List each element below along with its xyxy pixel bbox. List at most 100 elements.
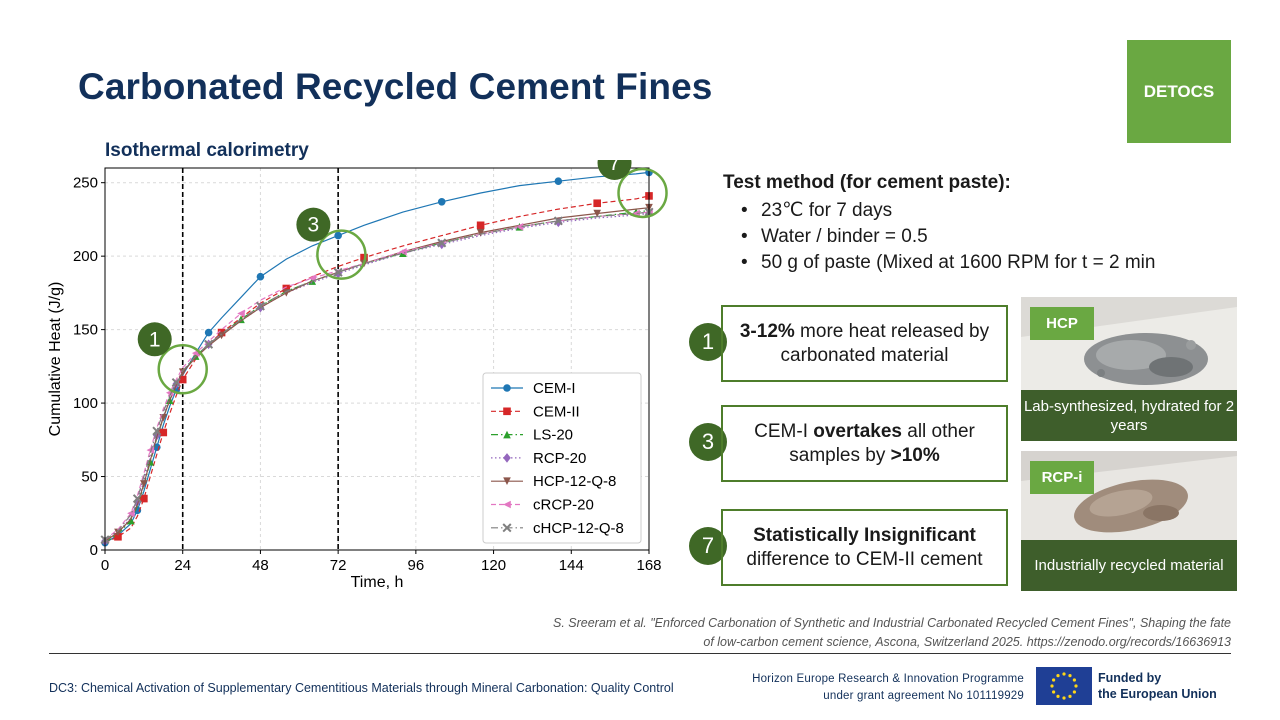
citation-line: of low-carbon cement science, Ascona, Sw… (703, 635, 1231, 649)
callout-ring (617, 167, 668, 219)
series-marker-stroke (132, 494, 142, 504)
series-marker (140, 480, 148, 488)
series-marker (503, 407, 511, 416)
series-marker (114, 528, 122, 537)
finding-text-part: CEM-I (754, 420, 814, 442)
series-marker (127, 516, 135, 525)
calorimetry-chart: 0 24 48 72 96 120 144 168 0 50 100 150 200 250 Time, h… (47, 160, 668, 591)
series-marker (593, 209, 601, 218)
x-tick-label: 0 (101, 557, 109, 574)
photo-caption: Industrially recycled material (1021, 540, 1237, 591)
y-tick-label: 150 (73, 322, 98, 339)
finding-text-part: difference to CEM-II cement (746, 548, 983, 570)
x-tick-label: 96 (408, 557, 425, 574)
series-marker (437, 238, 447, 248)
series-marker (333, 267, 343, 277)
finding-emphasis: 3-12% (739, 320, 795, 342)
callout-badge (137, 322, 172, 357)
footer-funded-by: Funded by the European Union (1098, 670, 1217, 702)
footer-project-title: DC3: Chemical Activation of Supplementar… (49, 681, 674, 695)
photo-tag: RCP-i (1030, 461, 1094, 494)
legend-label: CEM-I (533, 380, 576, 397)
callout-badge (296, 207, 331, 242)
series-crcp-20 (104, 208, 653, 541)
series-line (104, 211, 650, 541)
legend-label: CEM-II (533, 403, 580, 420)
eu-star (1052, 678, 1056, 682)
footer-funded-line: the European Union (1098, 687, 1217, 701)
finding-number-badge: 1 (689, 323, 727, 361)
series-marker-stroke (333, 267, 343, 277)
test-method-item: 23℃ for 7 days (741, 198, 1155, 224)
finding-number-badge: 7 (689, 527, 727, 565)
x-tick-label: 144 (559, 557, 584, 574)
legend-label: LS-20 (533, 427, 573, 444)
eu-star (1068, 674, 1072, 678)
photo-tag: HCP (1030, 307, 1094, 340)
finding-box: 3-12% more heat released by carbonated m… (721, 305, 1008, 382)
legend-label: RCP-20 (533, 450, 586, 467)
series-marker (503, 477, 511, 485)
series-marker (399, 247, 407, 256)
series-marker (178, 375, 187, 384)
eu-flag-icon (1036, 667, 1092, 705)
hcp-photo: HCP Lab-synthesized, hydrated for 2 year… (1021, 297, 1237, 441)
series-marker-stroke (171, 378, 181, 388)
footer-programme-line: under grant agreement No 101119929 (823, 690, 1024, 702)
detocs-logo: DETOCS (1127, 40, 1231, 143)
finding-text: 3-12% more heat released by carbonated m… (731, 320, 998, 368)
series-marker (255, 301, 265, 311)
series-marker (553, 216, 563, 226)
series-marker-stroke (553, 216, 563, 226)
series-marker-stroke (437, 238, 447, 248)
x-tick-label: 168 (636, 557, 661, 574)
footer-programme: Horizon Europe Research & Innovation Pro… (700, 671, 1024, 705)
y-axis-label: Cumulative Heat (J/g) (47, 282, 64, 437)
x-tick-label: 120 (481, 557, 506, 574)
footer-funded-line: Funded by (1098, 671, 1162, 685)
eu-star (1056, 694, 1060, 698)
page-title: Carbonated Recycled Cement Fines (78, 66, 713, 107)
finding-emphasis: Statistically Insignificant (753, 524, 976, 546)
series-chcp-12-q-8 (100, 207, 654, 545)
finding-emphasis: >10% (890, 444, 940, 466)
series-marker (554, 177, 563, 186)
series-marker (476, 228, 485, 237)
series-marker-stroke (502, 523, 512, 533)
series-line (104, 211, 650, 541)
series-marker (503, 500, 511, 509)
series-marker (503, 430, 511, 439)
legend-label: cHCP-12-Q-8 (533, 520, 624, 537)
series-marker (140, 494, 148, 503)
callout-number: 3 (308, 214, 320, 237)
finding-text-part: more heat released by carbonated materia… (780, 320, 990, 366)
x-tick-label: 72 (330, 557, 347, 574)
x-tick-label: 48 (252, 557, 269, 574)
footer-programme-line: Horizon Europe Research & Innovation Pro… (752, 673, 1024, 685)
series-marker (204, 339, 214, 349)
series-marker (159, 428, 168, 437)
photo-caption: Lab-synthesized, hydrated for 2 years (1021, 390, 1237, 441)
series-marker-stroke (255, 301, 265, 311)
callout-ring (316, 229, 367, 280)
eu-star (1052, 690, 1056, 694)
citation-line: S. Sreeram et al. "Enforced Carbonation … (552, 616, 1231, 630)
test-method-item: 50 g of paste (Mixed at 1600 RPM for t =… (741, 250, 1155, 276)
callout-number: 1 (149, 328, 161, 351)
rcp-photo: RCP-i Industrially recycled material (1021, 451, 1237, 591)
eu-star (1074, 684, 1078, 688)
series-line (104, 207, 650, 542)
series-marker (476, 221, 485, 230)
finding-text: Statistically Insignificant difference t… (731, 524, 998, 572)
callout-ring (157, 344, 208, 395)
finding-emphasis: overtakes (813, 420, 902, 442)
series-marker (256, 272, 265, 281)
callout-number: 7 (609, 160, 621, 175)
finding-text-part: all other samples by (789, 420, 975, 466)
y-tick-label: 200 (73, 248, 98, 265)
x-tick-label: 24 (174, 557, 191, 574)
y-tick-label: 250 (73, 175, 98, 192)
citation: S. Sreeram et al. "Enforced Carbonation … (553, 614, 1231, 652)
test-method-heading: Test method (for cement paste): (723, 172, 1011, 193)
series-marker (503, 384, 511, 392)
